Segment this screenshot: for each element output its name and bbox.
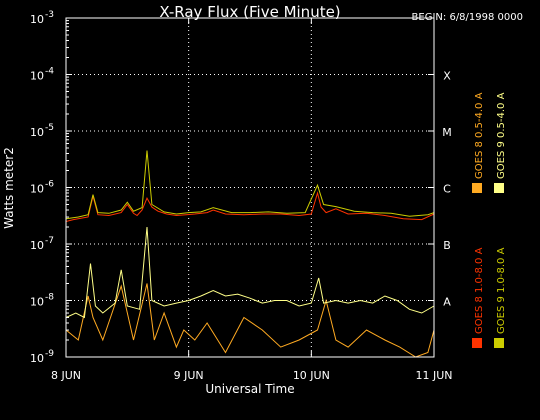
y-tick-label: 10 bbox=[30, 183, 44, 196]
y-tick-label: 10 bbox=[30, 13, 44, 26]
series-line-3 bbox=[65, 150, 435, 220]
legend-label: GOES 8 1.0-8.0 A bbox=[474, 247, 485, 334]
y-tick-label: 10 bbox=[30, 296, 44, 309]
legend: GOES 8 1.0-8.0 A GOES 8 0.5-4.0 A GOES 9 1… bbox=[472, 92, 507, 348]
flare-class-label: A bbox=[443, 296, 451, 309]
y-axis-ticks: 10-310-410-510-610-710-810-9 bbox=[30, 10, 72, 365]
y-tick-label: 10 bbox=[30, 126, 44, 139]
y-tick-label: 10 bbox=[30, 239, 44, 252]
legend-swatch bbox=[494, 183, 504, 193]
y-tick-exponent: -5 bbox=[45, 123, 54, 133]
chart-title: X-Ray Flux (Five Minute) bbox=[159, 3, 340, 21]
legend-swatch bbox=[494, 338, 504, 348]
y-tick-label: 10 bbox=[30, 70, 44, 83]
y-tick-exponent: -3 bbox=[45, 10, 54, 20]
y-axis-label: Watts meter2 bbox=[2, 147, 16, 229]
series-line-2 bbox=[65, 283, 435, 358]
x-tick-label: 9 JUN bbox=[174, 369, 204, 382]
y-tick-exponent: -8 bbox=[45, 293, 54, 303]
flare-class-label: B bbox=[443, 239, 451, 252]
legend-label: GOES 9 1.0-8.0 A bbox=[496, 247, 507, 334]
x-tick-label: 8 JUN bbox=[51, 369, 81, 382]
series-line-4 bbox=[65, 226, 435, 319]
begin-label: BEGIN: 6/8/1998 0000 bbox=[412, 12, 523, 23]
x-axis-ticks: 8 JUN 9 JUN 10 JUN 11 JUN bbox=[51, 18, 453, 382]
legend-swatch bbox=[472, 183, 482, 193]
flare-class-label: M bbox=[442, 126, 452, 139]
x-tick-label: 10 JUN bbox=[293, 369, 330, 382]
grid-lines bbox=[66, 18, 434, 357]
series-group bbox=[65, 150, 435, 358]
flare-class-label: X bbox=[443, 70, 451, 83]
y-tick-label: 10 bbox=[30, 352, 44, 365]
series-line-1 bbox=[65, 191, 435, 222]
x-tick-label: 11 JUN bbox=[415, 369, 452, 382]
flare-class-label: C bbox=[443, 183, 451, 196]
flare-class-labels: X M C B A bbox=[428, 70, 452, 309]
y-tick-exponent: -9 bbox=[45, 349, 54, 359]
y-tick-exponent: -7 bbox=[45, 236, 54, 246]
legend-swatch bbox=[472, 338, 482, 348]
legend-label: GOES 9 0.5-4.0 A bbox=[496, 92, 507, 179]
legend-label: GOES 8 0.5-4.0 A bbox=[474, 92, 485, 179]
y-tick-exponent: -4 bbox=[45, 67, 54, 77]
y-tick-exponent: -6 bbox=[45, 180, 54, 190]
x-axis-label: Universal Time bbox=[205, 382, 294, 396]
